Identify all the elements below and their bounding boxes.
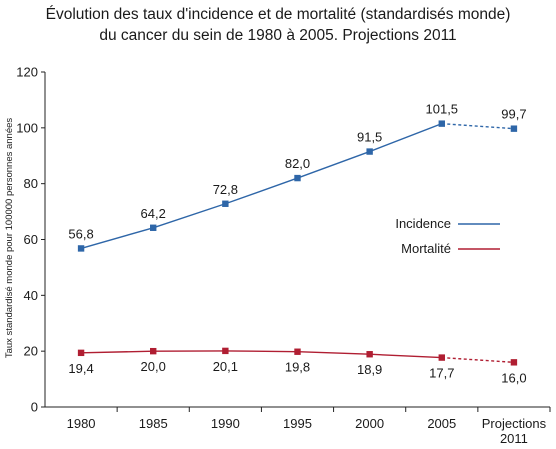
x-tick-label: 2005 [427,416,456,431]
series-line [81,350,442,359]
data-label: 18,9 [357,362,382,377]
data-label: 17,7 [429,366,454,381]
y-tick-label: 0 [31,400,38,415]
data-point [366,148,373,155]
x-tick-label: 1980 [67,416,96,431]
series-layer: 56,8 64,2 72,8 82,0 91,5 101,5 99,7 19,4 20,0 20,… [68,102,526,386]
chart-title: Évolution des taux d'incidence et de mor… [0,4,556,46]
data-label: 19,8 [285,360,310,375]
data-label: 99,7 [501,107,526,122]
series-projection-line [441,356,514,364]
data-label: 16,0 [501,370,526,385]
legend: Incidence Mortalité [395,216,500,256]
data-point [294,348,301,355]
series-mortalité: 19,4 20,0 20,1 19,8 18,9 17,7 16,0 [68,347,527,385]
data-label: 64,2 [141,206,166,221]
y-tick-label: 60 [24,232,38,247]
y-axis-label: Taux standardisé monde pour 100000 perso… [4,118,15,359]
legend-label-mortalité: Mortalité [401,241,451,256]
legend-label-incidence: Incidence [395,216,451,231]
y-tick-label: 20 [24,344,38,359]
x-tick-label: Projections 2011 [482,416,547,446]
data-point [366,351,373,358]
data-point [510,125,518,132]
data-label: 20,1 [213,359,238,374]
data-point [438,354,445,361]
chart-title-line-2: du cancer du sein de 1980 à 2005. Projec… [99,27,457,44]
data-point [150,347,157,355]
data-point [77,245,85,252]
data-point [150,224,157,231]
data-point [510,359,518,366]
x-tick-label: 1995 [283,416,312,431]
series-incidence: 56,8 64,2 72,8 82,0 91,5 101,5 99,7 [68,102,527,252]
x-tick-label: 1985 [139,416,168,431]
y-tick-label: 80 [24,176,38,191]
data-label: 101,5 [426,102,459,117]
series-line [80,122,443,250]
data-point [222,200,229,207]
chart-title-line-1: Évolution des taux d'incidence et de mor… [45,6,511,23]
data-point [222,347,229,355]
y-tick-label: 120 [16,65,38,80]
x-tick-label: 2000 [355,416,384,431]
y-tick-label: 100 [16,120,38,135]
data-label: 19,4 [68,361,93,376]
data-label: 56,8 [68,226,93,241]
x-tick-label: 1990 [211,416,240,431]
y-tick-label: 40 [24,288,38,303]
series-projection-line [441,122,514,130]
chart-axes: 0 20 40 60 80 100 120 1980 1985 1990 1995 2000 2005 P… [16,65,551,446]
data-label: 72,8 [213,182,238,197]
data-label: 20,0 [141,359,166,374]
data-point [294,174,301,182]
data-point [77,349,85,357]
data-label: 82,0 [285,156,310,171]
data-point [438,120,445,127]
data-label: 91,5 [357,130,382,145]
